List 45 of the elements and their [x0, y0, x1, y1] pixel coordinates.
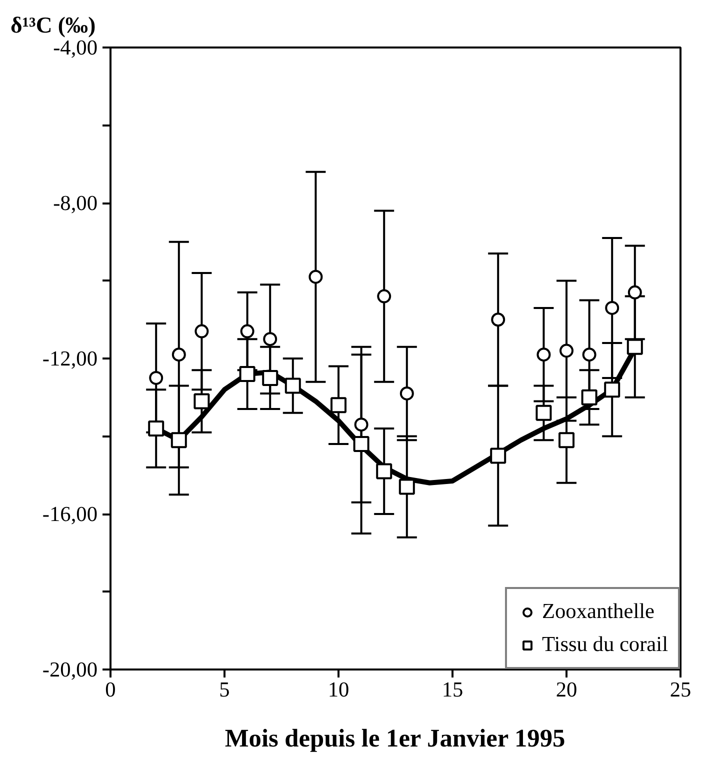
point [604, 382, 620, 398]
y-tick-label: -16,00 [42, 502, 98, 526]
point [558, 432, 574, 448]
point [626, 338, 643, 355]
point [194, 393, 210, 410]
point [194, 324, 209, 338]
y-tick-label: -12,00 [42, 346, 98, 370]
x-tick-label: 25 [670, 678, 692, 702]
x-tick-label: 20 [556, 678, 578, 702]
point [377, 289, 392, 304]
point [148, 420, 164, 436]
point [149, 370, 164, 385]
point [605, 300, 620, 315]
point [308, 270, 323, 284]
point [262, 370, 278, 386]
point [172, 348, 186, 362]
x-tick-label: 5 [219, 678, 230, 702]
point [491, 312, 506, 327]
point [398, 478, 415, 495]
point [581, 389, 598, 406]
point [400, 386, 414, 400]
legend-label: Tissu du corail [542, 632, 668, 657]
legend-label: Zooxanthelle [542, 599, 655, 624]
x-tick-label: 15 [442, 678, 464, 702]
point [353, 436, 370, 452]
point [560, 344, 574, 358]
point [628, 285, 642, 300]
point [284, 378, 301, 394]
point [239, 366, 256, 382]
y-axis-title: δ¹³C (‰) [10, 12, 96, 38]
point [170, 432, 187, 448]
point [490, 448, 506, 464]
x-tick-label: 10 [328, 678, 350, 702]
x-axis-title: Mois depuis le 1er Janvier 1995 [224, 724, 566, 752]
point [582, 348, 596, 362]
point [263, 332, 278, 346]
x-tick-label: 0 [105, 678, 116, 702]
point [354, 418, 368, 432]
point [330, 397, 346, 414]
y-tick-label: -20,00 [42, 658, 98, 682]
point [376, 463, 392, 480]
point [240, 324, 254, 338]
point [536, 404, 552, 421]
point [536, 348, 551, 362]
y-tick-label: -8,00 [53, 191, 98, 215]
